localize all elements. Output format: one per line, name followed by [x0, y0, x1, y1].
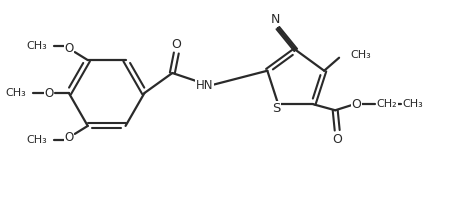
- Text: O: O: [64, 131, 73, 144]
- Text: O: O: [350, 98, 360, 111]
- Text: HN: HN: [195, 78, 212, 91]
- Text: O: O: [332, 133, 341, 146]
- Text: O: O: [44, 87, 53, 100]
- Text: CH₃: CH₃: [349, 50, 370, 60]
- Text: CH₂: CH₂: [376, 99, 396, 109]
- Text: O: O: [64, 42, 73, 55]
- Text: CH₃: CH₃: [26, 135, 47, 145]
- Text: N: N: [271, 12, 280, 26]
- Text: S: S: [272, 102, 280, 115]
- Text: CH₃: CH₃: [26, 41, 47, 51]
- Text: O: O: [171, 37, 181, 50]
- Text: CH₃: CH₃: [402, 99, 422, 109]
- Text: CH₃: CH₃: [5, 88, 26, 98]
